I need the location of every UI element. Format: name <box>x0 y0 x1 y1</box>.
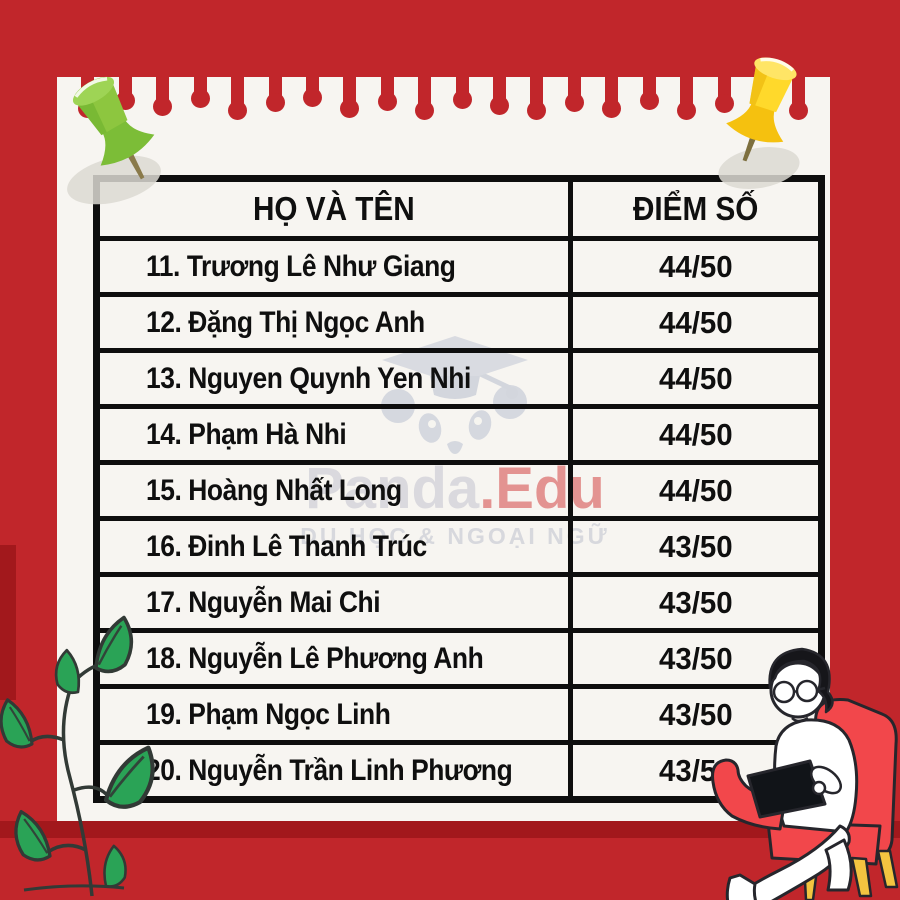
table-row: 13. Nguyen Quynh Yen Nhi 44/50 <box>94 348 824 409</box>
student-name-cell: 11. Trương Lê Như Giang <box>94 236 573 297</box>
student-score: 44/50 <box>658 304 733 340</box>
student-name-cell: 17. Nguyễn Mai Chi <box>94 572 573 633</box>
student-name: 15. Hoàng Nhất Long <box>146 473 402 507</box>
student-name-cell: 14. Phạm Hà Nhi <box>94 404 573 465</box>
student-name-cell: 20. Nguyễn Trần Linh Phương <box>94 740 573 802</box>
table-row: 17. Nguyễn Mai Chi 43/50 <box>94 572 824 633</box>
student-score: 44/50 <box>658 360 733 396</box>
drip <box>714 65 734 113</box>
student-name-cell: 18. Nguyễn Lê Phương Anh <box>94 628 573 689</box>
drip <box>228 65 248 120</box>
student-name-cell: 19. Phạm Ngọc Linh <box>94 684 573 745</box>
table-header-score: ĐIỂM SỐ <box>568 176 824 241</box>
green-plant-illustration <box>0 615 155 897</box>
person-laptop-armchair-illustration <box>711 647 899 900</box>
drip <box>677 65 697 120</box>
drip <box>490 65 510 115</box>
student-score: 44/50 <box>658 472 733 508</box>
drip <box>153 65 173 116</box>
drip <box>415 65 435 120</box>
table-row: 15. Hoàng Nhất Long 44/50 <box>94 460 824 521</box>
table-header-name: HỌ VÀ TÊN <box>94 176 573 241</box>
student-score-cell: 43/50 <box>568 572 824 633</box>
table-row: 20. Nguyễn Trần Linh Phương 43/50 <box>94 740 824 802</box>
drip <box>639 65 659 110</box>
student-score-cell: 44/50 <box>568 348 824 409</box>
student-name: 18. Nguyễn Lê Phương Anh <box>146 641 484 675</box>
drip <box>602 65 622 118</box>
drip <box>377 65 397 111</box>
table-row: 11. Trương Lê Như Giang 44/50 <box>94 236 824 297</box>
student-score-cell: 44/50 <box>568 460 824 521</box>
drip <box>452 65 472 109</box>
drip <box>564 65 584 112</box>
student-name: 19. Phạm Ngọc Linh <box>146 697 391 731</box>
student-score-cell: 43/50 <box>568 516 824 577</box>
student-name-cell: 12. Đặng Thị Ngọc Anh <box>94 292 573 353</box>
drip <box>527 65 547 120</box>
yellow-pushpin-icon <box>726 57 797 162</box>
green-pushpin-icon <box>72 76 155 180</box>
student-name: 20. Nguyễn Trần Linh Phương <box>146 753 513 787</box>
bottom-shadow-band <box>0 821 900 838</box>
table-row: 12. Đặng Thị Ngọc Anh 44/50 <box>94 292 824 353</box>
student-score: 44/50 <box>658 248 733 284</box>
student-name: 11. Trương Lê Như Giang <box>146 249 456 283</box>
student-name: 17. Nguyễn Mai Chi <box>146 585 381 619</box>
student-name: 14. Phạm Hà Nhi <box>146 417 347 451</box>
student-name-cell: 13. Nguyen Quynh Yen Nhi <box>94 348 573 409</box>
student-score-cell: 44/50 <box>568 404 824 465</box>
student-score: 43/50 <box>658 584 733 620</box>
student-name: 12. Đặng Thị Ngọc Anh <box>146 305 425 339</box>
drip <box>302 65 322 107</box>
left-accent-strip <box>0 545 16 700</box>
student-score-cell: 44/50 <box>568 236 824 297</box>
drip <box>265 65 285 112</box>
table-header-row: HỌ VÀ TÊN ĐIỂM SỐ <box>94 176 824 241</box>
drip <box>190 65 210 108</box>
table-row: 14. Phạm Hà Nhi 44/50 <box>94 404 824 465</box>
table-row: 16. Đinh Lê Thanh Trúc 43/50 <box>94 516 824 577</box>
student-score: 43/50 <box>658 640 733 676</box>
student-name-cell: 16. Đinh Lê Thanh Trúc <box>94 516 573 577</box>
student-name: 13. Nguyen Quynh Yen Nhi <box>146 361 471 395</box>
drip <box>340 65 360 118</box>
student-name-cell: 15. Hoàng Nhất Long <box>94 460 573 521</box>
student-score: 43/50 <box>658 696 733 732</box>
student-score: 43/50 <box>658 528 733 564</box>
student-score-cell: 44/50 <box>568 292 824 353</box>
student-name: 16. Đinh Lê Thanh Trúc <box>146 529 427 563</box>
student-score: 44/50 <box>658 416 733 452</box>
